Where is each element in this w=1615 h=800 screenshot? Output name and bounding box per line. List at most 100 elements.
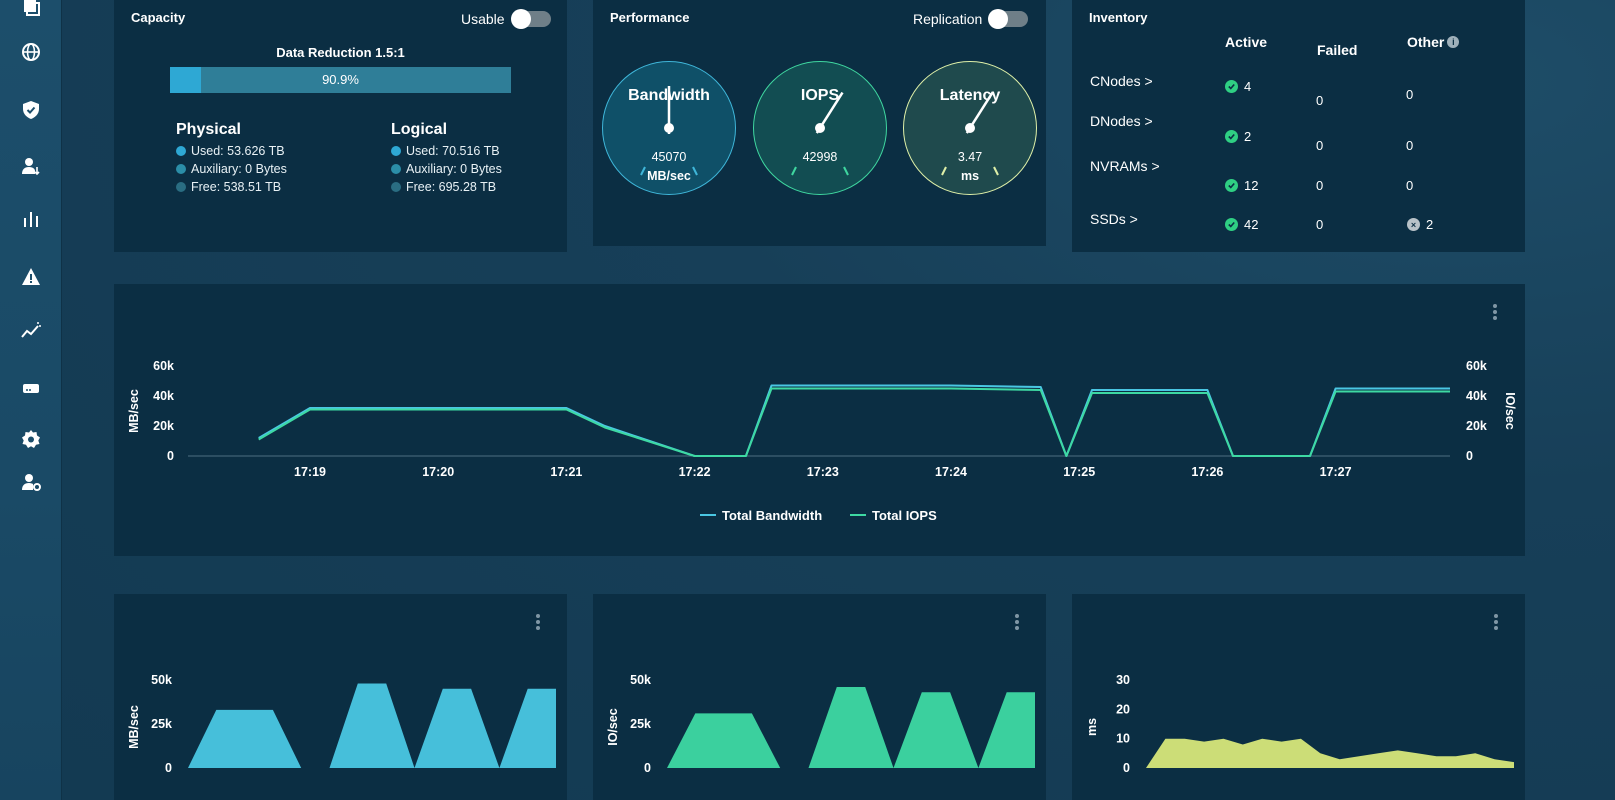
y-tick-label: 0 bbox=[644, 761, 651, 775]
latency-area-chart: 30 20 10 0 ms bbox=[1085, 673, 1514, 775]
physical-used: Used: 53.626 TB bbox=[191, 144, 285, 158]
legend-label[interactable]: Total Bandwidth bbox=[722, 508, 822, 523]
bar-chart-icon[interactable] bbox=[15, 203, 47, 235]
inventory-link-dnodes[interactable]: DNodes > bbox=[1090, 113, 1153, 129]
area-series bbox=[667, 687, 1035, 768]
gauge-iops: IOPS 42998 bbox=[753, 61, 887, 195]
inventory-active-cell: 12 bbox=[1225, 178, 1258, 193]
gauge-value: 45070 bbox=[651, 150, 687, 164]
inventory-active-cell: 4 bbox=[1225, 79, 1251, 94]
y-tick-label: 0 bbox=[1123, 761, 1130, 775]
y-axis-label-right: IO/sec bbox=[1503, 392, 1517, 430]
gauge-hub bbox=[664, 123, 674, 133]
gear-icon[interactable] bbox=[15, 423, 47, 455]
replication-toggle[interactable] bbox=[988, 9, 1029, 29]
inventory-other-value: 0 bbox=[1406, 178, 1414, 193]
bandwidth-area-chart: 50k 25k 0 MB/sec bbox=[127, 673, 556, 775]
logical-auxiliary: Auxiliary: 0 Bytes bbox=[406, 162, 502, 176]
latency-chart-menu-icon[interactable] bbox=[1493, 612, 1499, 632]
replication-toggle-group: Replication bbox=[913, 9, 1029, 29]
y-tick-left: 40k bbox=[153, 389, 174, 403]
legend-label[interactable]: Total IOPS bbox=[872, 508, 937, 523]
gauge-tick bbox=[843, 166, 849, 176]
inventory-other-value: 0 bbox=[1406, 87, 1414, 102]
inventory-header-other-group: Other i bbox=[1407, 34, 1460, 50]
warning-icon[interactable] bbox=[15, 261, 47, 293]
info-icon[interactable]: i bbox=[1447, 36, 1460, 48]
sidebar bbox=[0, 0, 62, 800]
y-tick-right: 20k bbox=[1466, 419, 1487, 433]
inventory-failed-value: 0 bbox=[1316, 178, 1324, 193]
gauge-hub bbox=[965, 123, 975, 133]
inventory-active-cell: 42 bbox=[1225, 217, 1258, 232]
gauge-title: Latency bbox=[939, 87, 1001, 104]
area-series bbox=[188, 683, 556, 768]
gauge-tick bbox=[791, 166, 797, 176]
y-tick-label: 20 bbox=[1116, 702, 1130, 716]
logical-used: Used: 70.516 TB bbox=[406, 144, 500, 158]
physical-free: Free: 538.51 TB bbox=[191, 180, 282, 194]
iops-area-chart: 50k 25k 0 IO/sec bbox=[606, 673, 1035, 775]
logical-column: Logical Used: 70.516 TB Auxiliary: 0 Byt… bbox=[391, 121, 502, 196]
y-axis-label: MB/sec bbox=[127, 705, 141, 749]
logical-free: Free: 695.28 TB bbox=[406, 180, 497, 194]
x-tick-label: 17:25 bbox=[1063, 465, 1095, 479]
y-tick-label: 50k bbox=[630, 673, 651, 687]
y-tick-label: 30 bbox=[1116, 673, 1130, 687]
inventory-link-ssds[interactable]: SSDs > bbox=[1090, 211, 1138, 227]
inventory-other-value: 0 bbox=[1406, 138, 1414, 153]
inventory-link-cnodes[interactable]: CNodes > bbox=[1090, 73, 1153, 89]
free-dot bbox=[176, 182, 186, 192]
x-tick-label: 17:23 bbox=[807, 465, 839, 479]
gauge-tick bbox=[692, 166, 698, 176]
inventory-link-nvrams[interactable]: NVRAMs > bbox=[1090, 158, 1160, 174]
inventory-failed-value: 0 bbox=[1316, 217, 1324, 232]
gauge-latency: Latency 3.47 ms bbox=[903, 61, 1037, 195]
area-series bbox=[1146, 738, 1514, 768]
gauge-tick bbox=[993, 166, 999, 176]
gauge-tick bbox=[941, 166, 947, 176]
y-axis-label: ms bbox=[1085, 718, 1099, 736]
iops-chart-menu-icon[interactable] bbox=[1014, 612, 1020, 632]
inventory-active-value: 4 bbox=[1244, 79, 1252, 94]
main-chart-menu-icon[interactable] bbox=[1492, 302, 1498, 322]
usable-toggle[interactable] bbox=[510, 9, 551, 29]
x-tick-label: 17:21 bbox=[550, 465, 582, 479]
data-reduction-label: Data Reduction 1.5:1 bbox=[276, 45, 405, 60]
performance-title: Performance bbox=[610, 10, 690, 25]
gauge-unit: ms bbox=[960, 169, 980, 183]
y-axis-label-left: MB/sec bbox=[127, 389, 141, 433]
y-tick-right: 40k bbox=[1466, 389, 1487, 403]
auxiliary-dot bbox=[176, 164, 186, 174]
bandwidth-chart-menu-icon[interactable] bbox=[535, 612, 541, 632]
gauge-value: 3.47 bbox=[957, 150, 983, 164]
layers-icon[interactable] bbox=[15, 0, 47, 24]
usable-toggle-label: Usable bbox=[461, 11, 505, 27]
inventory-failed-value: 0 bbox=[1316, 138, 1324, 153]
main-chart-card bbox=[114, 284, 1525, 556]
drive-icon[interactable] bbox=[15, 372, 47, 404]
y-tick-label: 0 bbox=[165, 761, 172, 775]
inventory-active-cell: 2 bbox=[1225, 129, 1251, 144]
shield-icon[interactable] bbox=[15, 94, 47, 126]
physical-column: Physical Used: 53.626 TB Auxiliary: 0 By… bbox=[176, 121, 287, 196]
x-tick-label: 17:27 bbox=[1320, 465, 1352, 479]
globe-icon[interactable] bbox=[15, 36, 47, 68]
user-sync-icon[interactable] bbox=[15, 150, 47, 182]
check-icon bbox=[1225, 80, 1238, 93]
user-settings-icon[interactable] bbox=[15, 466, 47, 498]
logical-title: Logical bbox=[391, 121, 448, 138]
data-reduction-bar-fill bbox=[170, 67, 201, 93]
used-dot bbox=[176, 146, 186, 156]
x-tick-label: 17:26 bbox=[1191, 465, 1223, 479]
check-icon bbox=[1225, 130, 1238, 143]
gauge-value: 42998 bbox=[802, 150, 838, 164]
trend-icon[interactable] bbox=[15, 314, 47, 346]
y-tick-left: 60k bbox=[153, 359, 174, 373]
inventory-active-value: 2 bbox=[1244, 129, 1252, 144]
y-axis-label: IO/sec bbox=[606, 708, 620, 746]
y-tick-label: 10 bbox=[1116, 732, 1130, 746]
inventory-header-other: Other bbox=[1407, 34, 1445, 50]
inventory-active-value: 12 bbox=[1244, 178, 1259, 193]
gauge-title: Bandwidth bbox=[628, 87, 710, 104]
